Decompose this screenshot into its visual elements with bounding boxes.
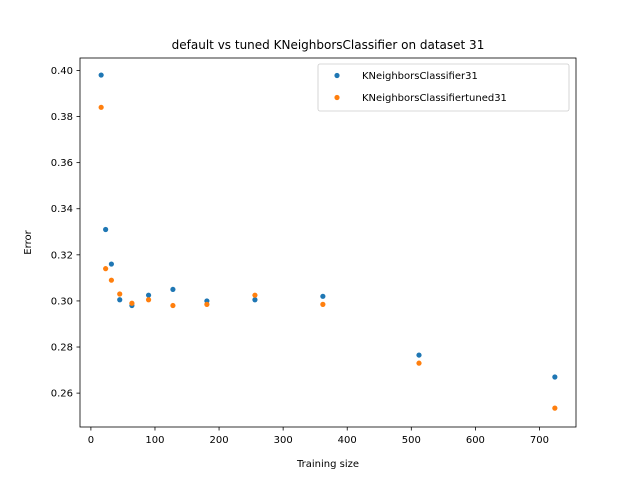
data-point	[416, 360, 422, 366]
y-tick-label: 0.34	[51, 204, 73, 215]
y-tick-label: 0.26	[51, 389, 73, 400]
x-tick-label: 200	[210, 435, 229, 446]
x-axis-title: Training size	[296, 459, 359, 470]
data-point	[252, 292, 258, 298]
legend-marker-series-2	[334, 94, 340, 101]
data-point	[98, 104, 104, 110]
x-tick-label: 400	[338, 435, 357, 446]
data-point	[170, 286, 176, 293]
data-point	[170, 302, 176, 309]
x-tick-label: 100	[145, 435, 164, 446]
data-point	[320, 301, 326, 307]
data-point	[98, 72, 104, 78]
y-tick-label: 0.36	[51, 158, 73, 169]
y-tick-label: 0.38	[51, 112, 73, 123]
plot-area	[80, 58, 576, 427]
y-axis-ticks: 0.26 0.28 0.30 0.32 0.34 0.36 0.38 0.40	[51, 66, 80, 400]
x-tick-label: 600	[466, 435, 485, 446]
plot-frame	[79, 57, 577, 428]
x-tick-label: 300	[274, 435, 293, 446]
y-tick-label: 0.28	[51, 343, 73, 354]
data-point	[108, 277, 115, 283]
data-point	[552, 374, 558, 380]
x-tick-label: 0	[88, 435, 94, 446]
data-point	[320, 293, 326, 299]
y-axis-title: Error	[23, 229, 34, 254]
data-point	[103, 266, 109, 272]
data-point	[117, 291, 123, 297]
chart-title: default vs tuned KNeighborsClassifier on…	[172, 38, 485, 52]
legend-label-series-2: KNeighborsClassifiertuned31	[362, 93, 507, 104]
y-tick-label: 0.32	[51, 250, 73, 261]
data-point	[416, 352, 422, 358]
x-tick-label: 500	[402, 435, 421, 446]
data-point	[252, 297, 258, 303]
x-tick-label: 700	[530, 435, 549, 446]
legend-box	[317, 63, 570, 112]
data-point	[552, 405, 558, 411]
legend-marker-series-1	[334, 72, 340, 79]
data-point	[145, 297, 152, 303]
x-axis-ticks: 0 100 200 300 400 500 600 700	[88, 427, 549, 446]
data-point	[117, 297, 123, 303]
data-point	[129, 300, 135, 306]
legend: KNeighborsClassifier31 KNeighborsClassif…	[317, 63, 570, 112]
data-point	[103, 226, 109, 233]
data-point	[204, 301, 210, 307]
series-2	[98, 104, 558, 411]
data-point	[145, 292, 152, 298]
data-point	[108, 261, 115, 267]
y-tick-label: 0.30	[51, 296, 73, 307]
y-tick-label: 0.40	[51, 66, 73, 77]
series-layer	[98, 72, 558, 411]
legend-label-series-1: KNeighborsClassifier31	[362, 71, 478, 82]
